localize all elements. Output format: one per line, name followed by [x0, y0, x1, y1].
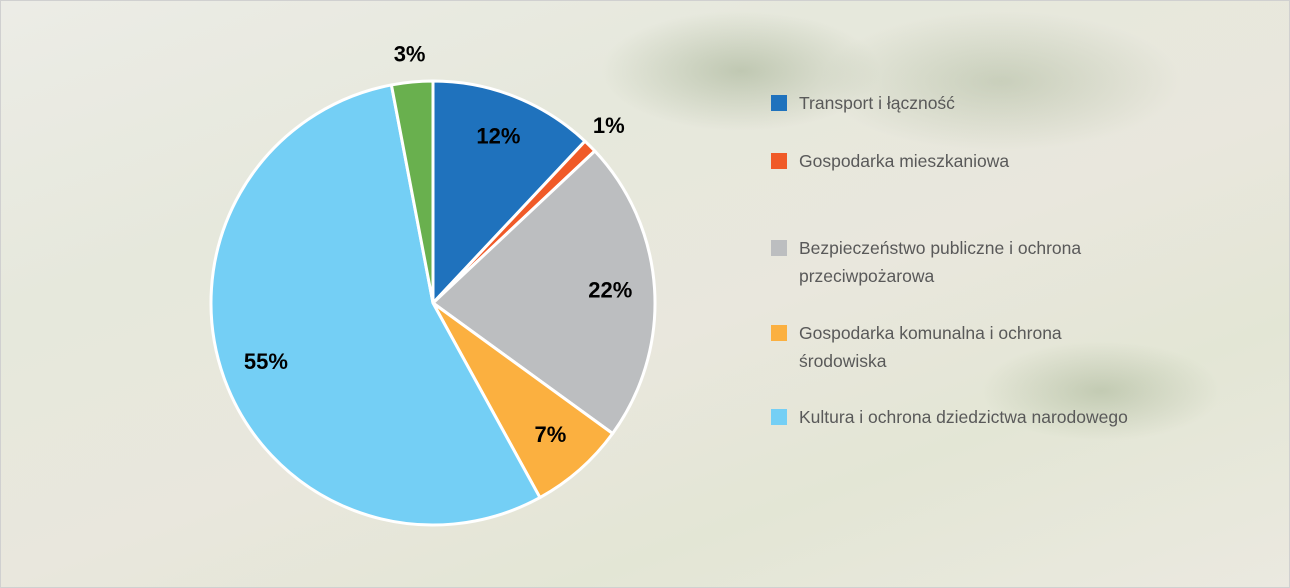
data-label: 55%	[244, 349, 288, 374]
data-label: 3%	[394, 41, 426, 66]
legend-label: Gospodarka mieszkaniowa	[799, 151, 1010, 171]
pie-slice	[209, 83, 542, 527]
data-label: 22%	[588, 278, 632, 303]
legend-swatch	[771, 409, 787, 425]
legend-label: Gospodarka komunalna i ochrona środowisk…	[799, 323, 1062, 371]
data-label: 7%	[535, 422, 567, 447]
legend-item: Gospodarka komunalna i ochrona środowisk…	[771, 319, 1129, 375]
data-label: 1%	[593, 113, 625, 138]
legend-label: Kultura i ochrona dziedzictwa narodowego	[799, 407, 1128, 427]
pie-slice	[431, 79, 587, 305]
data-label: 12%	[476, 124, 520, 149]
legend-swatch	[771, 95, 787, 111]
legend-swatch	[771, 240, 787, 256]
legend-label: Bezpieczeństwo publiczne i ochrona przec…	[799, 238, 1082, 286]
legend-swatch	[771, 153, 787, 169]
legend-item: Bezpieczeństwo publiczne i ochrona przec…	[771, 234, 1129, 290]
pie-slice	[389, 79, 435, 305]
legend-label: Transport i łączność	[799, 93, 955, 113]
legend-item: Kultura i ochrona dziedzictwa narodowego	[771, 403, 1279, 431]
legend-swatch	[771, 325, 787, 341]
legend-item: Transport i łączność	[771, 89, 1129, 117]
legend-item: Gospodarka mieszkaniowa	[771, 147, 1129, 175]
pie-slice	[431, 149, 657, 435]
